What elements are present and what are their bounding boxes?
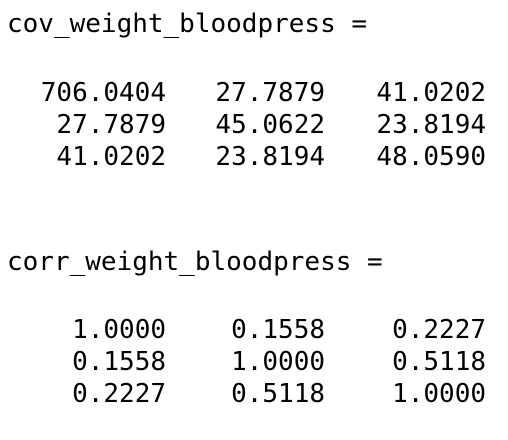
matrix-row: 706.0404 27.7879 41.0202 [0, 77, 508, 109]
cov-variable-label: cov_weight_bloodpress = [7, 9, 368, 39]
corr-variable-label: corr_weight_bloodpress = [7, 247, 383, 277]
matrix-cell: 23.8194 [376, 110, 486, 140]
matrix-row: 0.1558 1.0000 0.5118 [0, 346, 508, 378]
matrix-cell: 0.5118 [231, 379, 325, 409]
matrix-cell: 41.0202 [56, 142, 166, 172]
matrix-cell: 45.0622 [215, 110, 325, 140]
matrix-cell: 48.0590 [376, 142, 486, 172]
matrix-cell: 1.0000 [392, 379, 486, 409]
matrix-cell: 1.0000 [231, 347, 325, 377]
matrix-row: 0.2227 0.5118 1.0000 [0, 378, 508, 410]
matrix-cell: 23.8194 [215, 142, 325, 172]
matrix-cell: 27.7879 [56, 110, 166, 140]
cov-matrix: 706.0404 27.7879 41.0202 27.7879 45.0622… [0, 77, 508, 173]
matrix-cell: 0.2227 [72, 379, 166, 409]
corr-matrix: 1.0000 0.1558 0.2227 0.1558 1.0000 0.511… [0, 314, 508, 410]
matrix-row: 1.0000 0.1558 0.2227 [0, 314, 508, 346]
matrix-cell: 0.5118 [392, 347, 486, 377]
matrix-cell: 0.2227 [392, 315, 486, 345]
matrix-cell: 0.1558 [231, 315, 325, 345]
matrix-cell: 706.0404 [40, 78, 166, 108]
matrix-cell: 41.0202 [376, 78, 486, 108]
matrix-cell: 0.1558 [72, 347, 166, 377]
matrix-cell: 1.0000 [72, 315, 166, 345]
matrix-row: 41.0202 23.8194 48.0590 [0, 141, 508, 173]
matrix-cell: 27.7879 [215, 78, 325, 108]
matrix-row: 27.7879 45.0622 23.8194 [0, 109, 508, 141]
